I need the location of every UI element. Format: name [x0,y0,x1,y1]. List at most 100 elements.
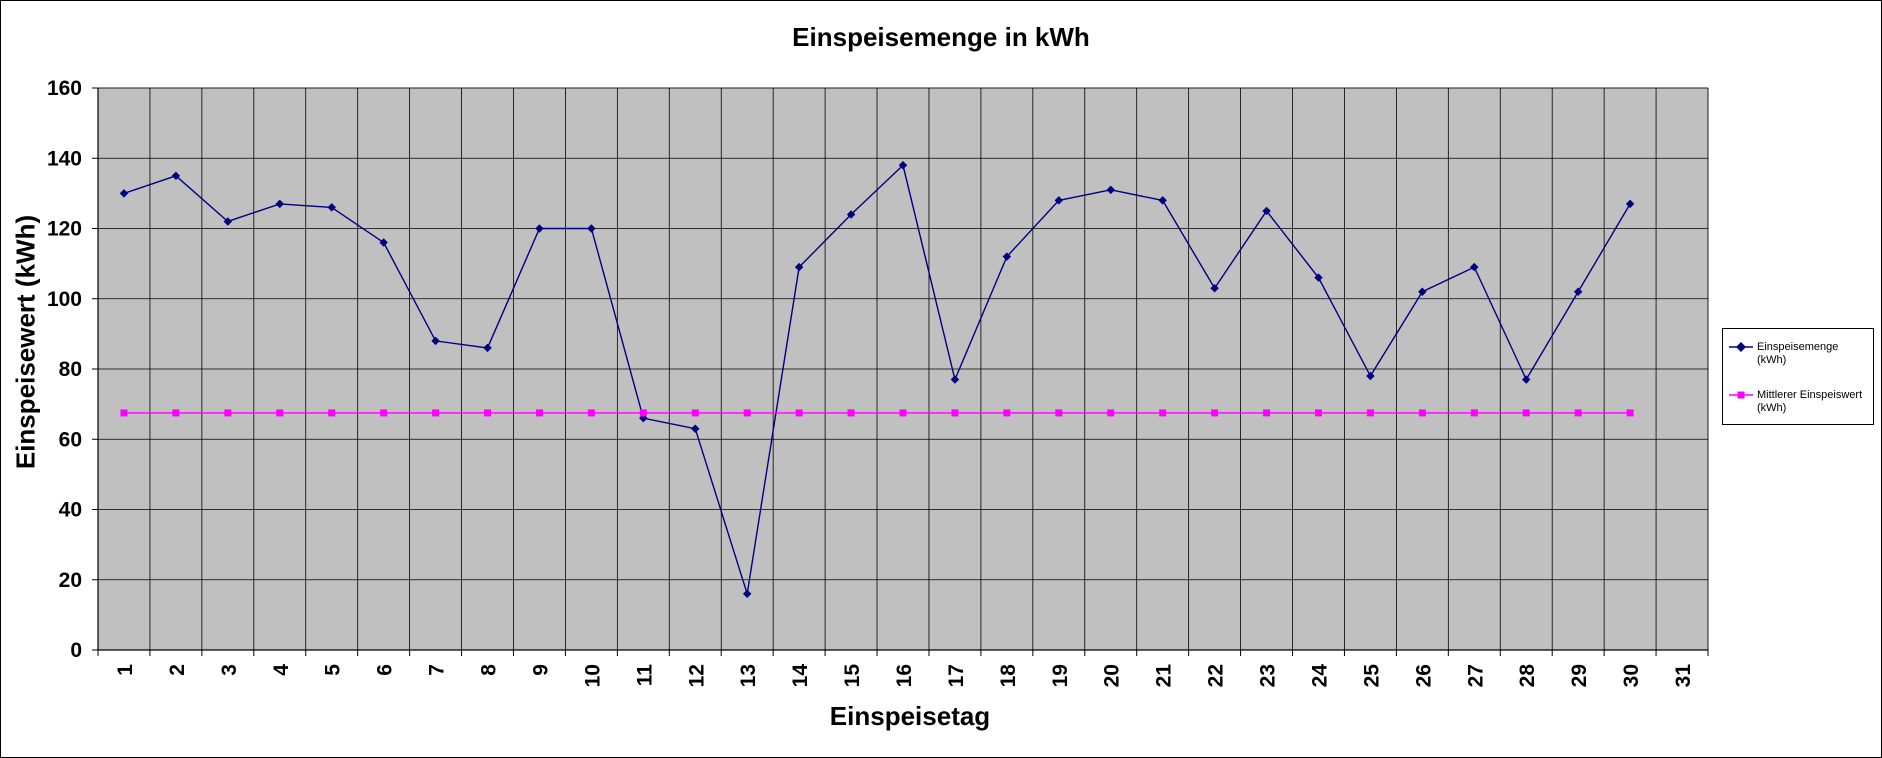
data-point-series-2 [1366,409,1374,417]
y-tick-label: 140 [47,147,82,170]
data-point-series-1 [431,336,440,346]
legend-item-series-2: Mittlerer Einspeiswert (kWh) [1729,389,1867,415]
data-point-series-2 [224,409,232,417]
x-tick-label: 22 [1205,664,1228,687]
data-point-series-1 [379,238,388,247]
data-point-series-1 [483,343,492,353]
data-point-series-2 [1159,409,1167,417]
data-point-series-1 [119,189,129,198]
x-tick-label: 19 [1049,664,1072,687]
x-axis-label: Einspeisetag [829,701,991,731]
data-point-series-1 [171,171,181,181]
data-point-series-2 [276,409,284,417]
data-point-series-1 [1573,287,1583,296]
data-point-series-2 [691,409,699,417]
x-tick-label: 13 [737,664,760,687]
data-point-series-2 [1418,409,1426,417]
data-point-series-2 [1003,409,1011,417]
x-tick-label: 21 [1153,664,1176,688]
x-tick-label: 14 [789,664,812,688]
data-point-series-2 [951,409,959,417]
data-point-series-2 [172,409,180,417]
x-tick-label: 18 [997,664,1020,688]
data-point-series-2 [1263,409,1271,417]
chart-title: Einspeisemenge in kWh [792,22,1090,52]
data-point-series-1 [1470,262,1479,272]
y-tick-label: 100 [47,288,82,311]
x-tick-label: 7 [426,664,449,676]
data-point-series-2 [743,409,751,417]
x-tick-label: 5 [322,664,345,676]
legend-swatch-series-2 [1729,389,1753,401]
series-line-1 [123,163,1631,595]
data-point-series-2 [639,409,647,417]
data-point-series-1 [327,203,336,212]
data-point-series-2 [899,409,907,417]
data-point-series-1 [691,424,700,433]
data-point-series-2 [1055,409,1063,417]
y-tick-label: 40 [59,499,82,522]
data-point-series-2 [120,409,128,417]
data-point-series-1 [742,589,752,599]
legend-label-series-1: Einspeisemenge (kWh) [1757,341,1839,366]
x-tick-label: 27 [1464,664,1487,687]
x-tick-label: 20 [1101,664,1124,687]
data-point-series-1 [1418,287,1427,296]
data-point-series-2 [587,409,595,417]
x-tick-label: 10 [581,664,604,687]
y-tick-label: 60 [59,428,82,451]
x-tick-label: 11 [633,664,656,687]
x-tick-label: 1 [114,664,137,676]
x-tick-label: 25 [1360,664,1383,688]
data-point-series-2 [1470,409,1478,417]
y-tick-label: 120 [47,218,82,241]
data-point-series-1 [950,375,960,384]
x-tick-label: 24 [1308,664,1331,688]
data-point-series-2 [1107,409,1115,417]
data-point-series-2 [847,409,855,417]
data-point-series-2 [535,409,543,417]
data-point-series-2 [1522,409,1530,417]
x-tick-label: 4 [270,664,293,676]
x-tick-label: 9 [529,664,552,676]
legend: Einspeisemenge (kWh) Mittlerer Einspeisw… [1722,328,1874,425]
x-tick-label: 6 [374,664,397,676]
x-tick-label: 12 [685,664,708,687]
data-point-series-1 [794,262,804,272]
x-tick-label: 28 [1516,664,1539,688]
x-tick-label: 3 [218,664,241,676]
x-tick-label: 29 [1568,664,1591,687]
data-point-series-2 [1314,409,1322,417]
data-point-series-2 [1211,409,1219,417]
data-point-series-2 [1626,409,1634,417]
x-tick-label: 15 [841,664,864,688]
data-point-series-1 [223,217,233,226]
x-tick-label: 2 [166,664,189,676]
x-tick-label: 26 [1412,664,1435,687]
legend-swatch-series-1 [1729,341,1753,353]
data-point-series-1 [275,199,285,209]
y-tick-label: 160 [47,77,82,100]
legend-item-series-1: Einspeisemenge (kWh) [1729,341,1867,367]
x-tick-label: 16 [893,664,916,687]
x-tick-label: 31 [1672,664,1695,688]
x-tick-label: 8 [478,664,501,676]
y-tick-label: 0 [70,639,82,662]
data-point-series-2 [380,409,388,417]
x-tick-label: 17 [945,664,968,687]
x-tick-label: 30 [1620,664,1643,687]
y-tick-label: 20 [59,569,82,592]
data-point-series-1 [1314,273,1323,282]
data-point-series-2 [795,409,803,417]
x-tick-label: 23 [1257,664,1280,687]
data-point-series-2 [432,409,440,417]
y-tick-label: 80 [59,358,82,381]
data-point-series-1 [1521,375,1531,384]
data-point-series-2 [328,409,336,417]
data-point-series-1 [1210,283,1219,293]
data-point-series-2 [1574,409,1582,417]
data-point-series-1 [1366,371,1375,381]
data-point-series-2 [484,409,492,417]
legend-label-series-2: Mittlerer Einspeiswert (kWh) [1757,389,1863,414]
